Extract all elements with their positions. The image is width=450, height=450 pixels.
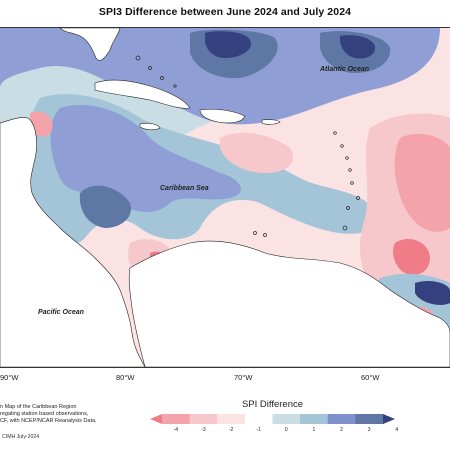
island-antilles-3	[345, 156, 349, 160]
label-atlantic-ocean: Atlantic Ocean	[319, 66, 369, 73]
island-trinidad	[342, 225, 348, 231]
legend-swatch	[355, 414, 384, 424]
land-jamaica	[139, 122, 161, 131]
source-notes: n Map of the Caribbean Region regating s…	[0, 404, 97, 425]
field-darkest-blue-patch-1	[205, 31, 251, 58]
legend-tick-label: -2	[228, 427, 234, 433]
island-abc-2	[263, 233, 267, 237]
legend-ticks: -4 -3 -2 -1 0 1 2 3 4	[150, 427, 399, 437]
island-grenada	[346, 206, 350, 210]
lon-label-80w: 80°W	[116, 373, 135, 382]
legend-swatch	[327, 414, 356, 424]
legend-title: SPI Difference	[241, 399, 304, 410]
legend-tick-label: -3	[201, 427, 206, 433]
map-canvas: Atlantic Ocean Caribbean Sea Pacific Oce…	[0, 28, 450, 367]
field-pink-central	[220, 132, 294, 173]
field-darkest-blue-patch-2	[340, 35, 375, 59]
legend-swatch	[162, 414, 191, 424]
label-pacific-ocean: Pacific Ocean	[38, 309, 84, 316]
legend-tick-label: 2	[340, 427, 343, 433]
field-caribbean-blue	[50, 104, 241, 213]
lon-label-70w: 70°W	[234, 373, 253, 382]
legend-swatch-left-extend	[150, 414, 162, 424]
island-abc-1	[253, 231, 257, 235]
field-dark-blue-patch-3	[79, 185, 131, 228]
legend-tick-label: 1	[312, 427, 316, 433]
legend-tick-label: 3	[367, 427, 371, 433]
island-bahamas-2	[148, 66, 152, 70]
island-antilles-2	[340, 144, 344, 148]
legend-swatch	[300, 414, 329, 424]
legend: SPI Difference -4 -3 -2 -1 0 1 2 3 4	[150, 398, 399, 438]
island-antilles-4	[348, 168, 352, 172]
credit: CIMH July-2024	[2, 434, 40, 440]
legend-tick-label: 0	[284, 427, 288, 433]
legend-tick-label: 4	[395, 427, 399, 433]
legend-colorbar	[150, 414, 395, 424]
field-pink-west	[30, 111, 53, 137]
small-islands	[135, 55, 360, 237]
legend-swatch	[189, 414, 218, 424]
lon-label-60w: 60°W	[361, 373, 380, 382]
land-masses	[0, 28, 450, 367]
source-note-line-1: n Map of the Caribbean Region	[0, 404, 77, 410]
legend-swatch	[244, 414, 273, 424]
legend-tick-label: -1	[256, 427, 261, 433]
island-barbados	[356, 196, 360, 200]
land-hispaniola	[199, 108, 246, 124]
island-bahamas-1	[135, 55, 141, 61]
source-note-line-2: regating station based observations,	[0, 411, 89, 417]
island-antilles-1	[333, 131, 337, 135]
label-caribbean-sea: Caribbean Sea	[160, 185, 209, 192]
legend-swatch	[217, 414, 246, 424]
lon-label-90w: 90°W	[0, 373, 19, 382]
map-title: SPI3 Difference between June 2024 and Ju…	[98, 6, 352, 18]
land-puerto-rico	[261, 119, 281, 125]
legend-swatch-right-extend	[383, 414, 395, 424]
land-cuba	[94, 79, 191, 109]
spi-difference-map: Atlantic Ocean Caribbean Sea Pacific Oce…	[0, 27, 450, 368]
legend-swatch	[272, 414, 301, 424]
field-red-east	[393, 238, 430, 275]
land-central-america	[0, 117, 146, 367]
island-bahamas-3	[160, 76, 164, 80]
field-darkest-blue-southeast	[415, 280, 450, 305]
land-florida	[59, 28, 121, 61]
source-note-line-3: CF, with NCEP/NCAR Reanalysis Data.	[0, 418, 97, 424]
legend-tick-label: -4	[173, 427, 179, 433]
island-bahamas-4	[173, 84, 177, 88]
land-south-america	[128, 240, 450, 367]
island-antilles-5	[350, 181, 354, 185]
field-pink-east-core	[394, 133, 450, 232]
